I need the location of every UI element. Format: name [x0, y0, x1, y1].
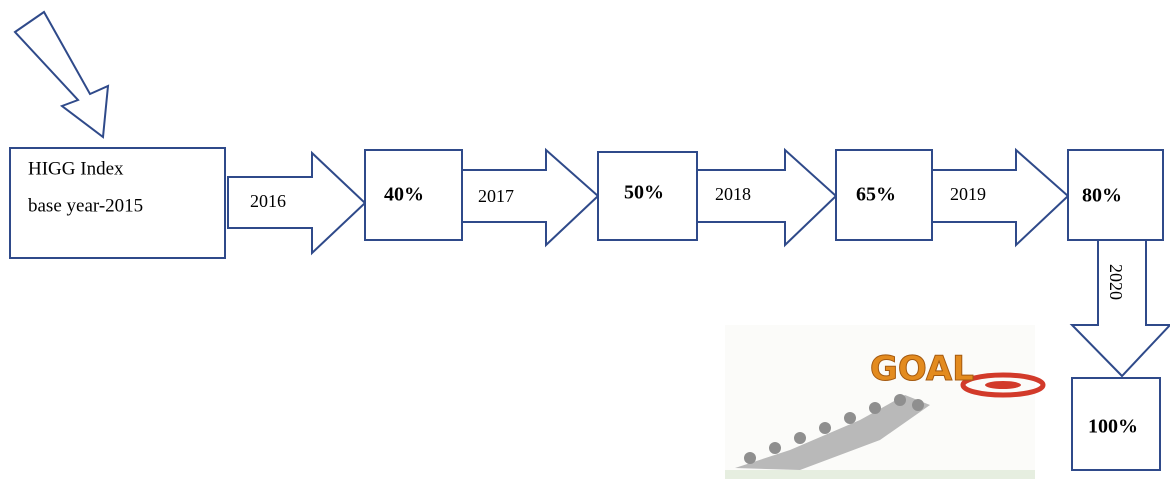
node-label: 50%: [624, 182, 664, 204]
arrow-label: 2017: [478, 186, 514, 206]
arrow-label: 2016: [250, 191, 286, 211]
arrow: [1072, 240, 1170, 376]
arrow-label: 2019: [950, 184, 986, 204]
goal-image: GOAL: [725, 325, 1043, 479]
node-label: 80%: [1082, 185, 1122, 207]
arrow: [228, 153, 365, 253]
goal-text: GOAL: [870, 349, 974, 389]
diagram: HIGG Index base year-2015 2016 40% 2017 …: [0, 0, 1170, 479]
entry-arrow: [15, 12, 108, 137]
node-label: 40%: [384, 184, 424, 206]
start-line: HIGG Index: [28, 158, 124, 179]
arrow-label: 2020: [1106, 264, 1126, 300]
start-line: base year-2015: [28, 195, 143, 216]
node-label: 100%: [1088, 416, 1138, 438]
arrow-label: 2018: [715, 184, 751, 204]
node-label: 65%: [856, 184, 896, 206]
